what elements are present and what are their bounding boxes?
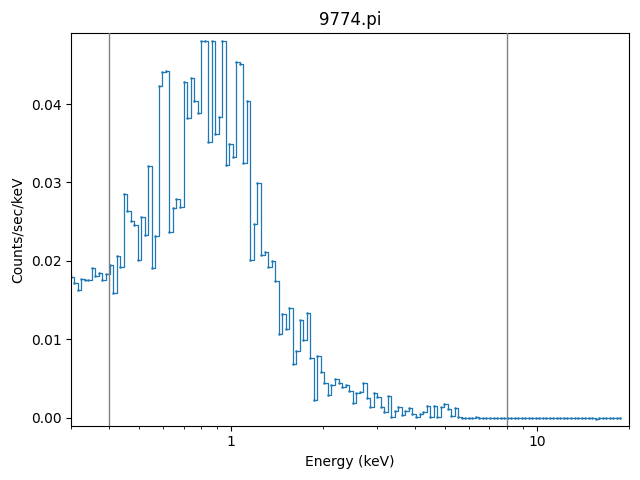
- Title: 9774.pi: 9774.pi: [319, 11, 381, 29]
- X-axis label: Energy (keV): Energy (keV): [305, 455, 395, 469]
- Y-axis label: Counts/sec/keV: Counts/sec/keV: [11, 176, 25, 283]
